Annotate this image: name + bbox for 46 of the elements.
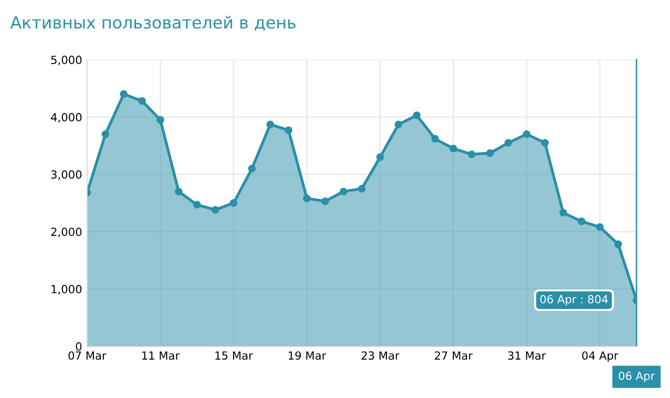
ref-line-label: 06 Apr: [618, 372, 655, 382]
point: [450, 144, 458, 152]
point: [376, 153, 384, 161]
point: [211, 206, 220, 214]
point: [138, 97, 146, 105]
chart-title: Активных пользователей в день: [10, 16, 296, 31]
point: [102, 130, 110, 138]
point: [578, 218, 586, 226]
point: [394, 120, 402, 128]
x-tick-label: 31 Mar: [508, 351, 546, 360]
point: [486, 149, 494, 157]
x-tick-label: 19 Mar: [288, 351, 326, 360]
point: [321, 197, 329, 206]
point: [230, 199, 238, 207]
point: [468, 150, 476, 158]
y-tick-label: 1,000: [52, 284, 82, 294]
point: [156, 116, 164, 124]
y-tick-label: 3,000: [51, 170, 82, 180]
point: [248, 164, 256, 172]
point: [266, 120, 274, 128]
point: [284, 126, 292, 134]
x-tick-label: 04 Apr: [582, 351, 618, 362]
x-tick-label: 23 Mar: [362, 351, 400, 360]
point: [431, 134, 439, 143]
point: [358, 184, 366, 192]
y-tick-label: 0: [76, 342, 82, 351]
point: [193, 200, 201, 209]
point: [412, 111, 421, 120]
x-tick-label: 07 Mar: [68, 351, 106, 360]
point: [174, 188, 182, 196]
y-tick-label: 4,000: [50, 112, 82, 123]
point: [340, 188, 348, 196]
point: [541, 138, 549, 147]
point: [120, 90, 128, 98]
annotation: 06 Apr : 804: [540, 295, 608, 306]
point: [522, 130, 530, 138]
point: [504, 138, 512, 147]
x-tick-label: 27 Mar: [434, 351, 473, 360]
x-tick-label: 11 Mar: [142, 351, 180, 360]
y-tick-label: 2,000: [51, 228, 82, 238]
point: [614, 240, 622, 248]
x-tick-label: 15 Mar: [216, 351, 253, 360]
point: [596, 223, 604, 231]
point: [303, 194, 311, 202]
y-tick-label: 5,000: [51, 56, 82, 66]
point: [559, 208, 568, 217]
